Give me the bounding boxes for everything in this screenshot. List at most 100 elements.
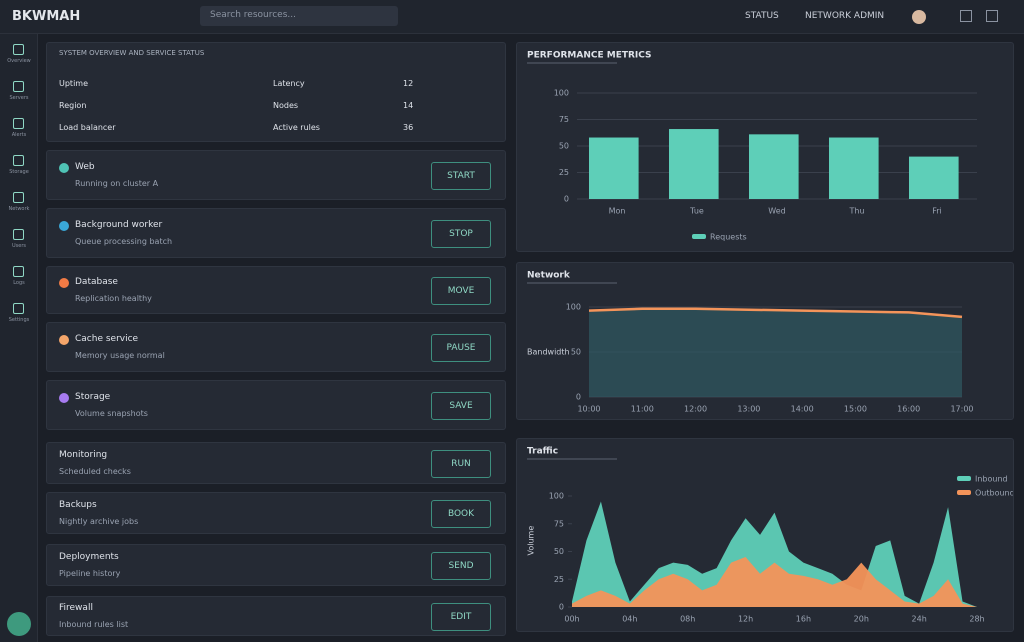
nav-label[interactable]: Servers: [9, 95, 29, 101]
status-dot: [59, 278, 69, 288]
action-button[interactable]: BOOK: [431, 500, 491, 528]
y-tick-label: 0: [564, 195, 569, 204]
item-title: Storage: [75, 392, 111, 402]
icon[interactable]: [986, 10, 998, 22]
item-subtitle: Volume snapshots: [75, 409, 148, 418]
bar: [829, 137, 879, 199]
chart: Traffic 0 25 50 75 100 Volume 00h 04h 08h 12h 16h 20…: [527, 447, 1014, 624]
item-title: Deployments: [59, 552, 119, 562]
nav-icon[interactable]: [13, 266, 24, 277]
legend-swatch: [957, 476, 971, 481]
legend-label: Outbound: [975, 489, 1013, 498]
action-button[interactable]: RUN: [431, 450, 491, 478]
list-item: Web Running on cluster A START: [46, 150, 506, 200]
status-dot: [59, 163, 69, 173]
y-tick-label: 0: [559, 603, 564, 612]
nav-icon[interactable]: [13, 81, 24, 92]
list-item: Cache service Memory usage normal PAUSE: [46, 322, 506, 372]
x-tick-label: 24h: [912, 615, 927, 624]
chart-panel: Network 0 50 100 Bandwidth 10:00 11:00 12:00 13:…: [516, 262, 1014, 420]
nav-icon[interactable]: [13, 229, 24, 240]
nav-label[interactable]: Storage: [9, 169, 29, 175]
nav-label[interactable]: Alerts: [11, 132, 27, 138]
item-title: Web: [75, 162, 95, 172]
y-tick-label: 100: [554, 89, 569, 98]
y-tick-label: 75: [554, 519, 564, 528]
y-tick-label: 25: [554, 575, 564, 584]
action-button[interactable]: PAUSE: [431, 334, 491, 362]
summary-title: SYSTEM OVERVIEW AND SERVICE STATUS: [59, 49, 205, 57]
status-dot: [59, 393, 69, 403]
x-tick-label: 17:00: [950, 405, 973, 414]
summary-cell: Latency: [273, 79, 305, 88]
x-tick-label: Mon: [609, 207, 626, 216]
summary-cell: Uptime: [59, 79, 89, 88]
y-axis-label: Bandwidth: [527, 348, 570, 357]
summary-cell: Active rules: [273, 123, 320, 132]
x-tick-label: 14:00: [791, 405, 814, 414]
brand: BKWMAH: [12, 9, 81, 24]
legend-label: Requests: [710, 233, 747, 242]
list-item: Monitoring Scheduled checks RUN: [46, 442, 506, 484]
action-button[interactable]: STOP: [431, 220, 491, 248]
item-title: Backups: [59, 500, 97, 510]
item-title: Monitoring: [59, 450, 108, 460]
legend-swatch: [957, 490, 971, 495]
x-tick-label: Tue: [689, 207, 704, 216]
summary-cell: 36: [403, 123, 414, 132]
nav-label[interactable]: Settings: [8, 317, 30, 323]
list-item: Deployments Pipeline history SEND: [46, 544, 506, 586]
status-dot: [59, 335, 69, 345]
x-tick-label: 00h: [564, 615, 579, 624]
y-tick-label: 100: [549, 492, 564, 501]
chart-panel: PERFORMANCE METRICS 0 25 50 75 100 Mon Tue Wed Th…: [516, 42, 1014, 252]
item-title: Firewall: [59, 603, 93, 613]
y-tick-label: 50: [559, 142, 569, 151]
item-subtitle: Replication healthy: [75, 294, 152, 303]
action-button[interactable]: MOVE: [431, 277, 491, 305]
bar: [669, 129, 719, 199]
nav-icon[interactable]: [13, 192, 24, 203]
nav-icon[interactable]: [13, 118, 24, 129]
x-tick-label: 16h: [796, 615, 811, 624]
chart-title: Traffic: [527, 447, 558, 457]
x-tick-label: 15:00: [844, 405, 867, 414]
list-item: Background worker Queue processing batch S…: [46, 208, 506, 258]
nav-icon[interactable]: [13, 155, 24, 166]
list-item: Storage Volume snapshots SAVE: [46, 380, 506, 430]
action-button[interactable]: START: [431, 162, 491, 190]
avatar[interactable]: [912, 10, 926, 24]
search-box[interactable]: Search resources...: [200, 6, 398, 26]
top-bar: BKWMAH Search resources... STATUS NETWOR…: [0, 0, 1024, 34]
user[interactable]: NETWORK ADMIN: [805, 11, 885, 21]
nav-label[interactable]: Users: [11, 243, 26, 249]
area-fill: [589, 308, 962, 397]
action-button[interactable]: SEND: [431, 552, 491, 580]
nav-label[interactable]: Network: [8, 206, 30, 212]
y-tick-label: 75: [559, 115, 569, 124]
search-placeholder: Search resources...: [210, 10, 296, 20]
chart: PERFORMANCE METRICS 0 25 50 75 100 Mon Tue Wed Th…: [527, 51, 977, 242]
y-tick-label: 25: [559, 168, 569, 177]
nav-icon[interactable]: [13, 303, 24, 314]
nav-label[interactable]: Logs: [13, 280, 25, 286]
x-tick-label: Fri: [932, 207, 942, 216]
bar: [909, 156, 959, 199]
icon[interactable]: [960, 10, 972, 22]
x-tick-label: 10:00: [577, 405, 600, 414]
list-item: Database Replication healthy MOVE: [46, 266, 506, 314]
item-subtitle: Scheduled checks: [59, 467, 131, 476]
summary-panel: SYSTEM OVERVIEW AND SERVICE STATUS Uptime…: [46, 42, 506, 142]
nav-icon[interactable]: [13, 44, 24, 55]
chart-title: PERFORMANCE METRICS: [527, 51, 652, 61]
y-tick-label: 100: [566, 303, 581, 312]
item-subtitle: Pipeline history: [59, 569, 121, 578]
x-tick-label: 16:00: [897, 405, 920, 414]
y-tick-label: 50: [554, 547, 564, 556]
action-button[interactable]: EDIT: [431, 603, 491, 631]
user-badge[interactable]: [7, 612, 31, 636]
action-button[interactable]: SAVE: [431, 392, 491, 420]
nav-label[interactable]: Overview: [7, 58, 31, 64]
status[interactable]: STATUS: [745, 11, 779, 21]
